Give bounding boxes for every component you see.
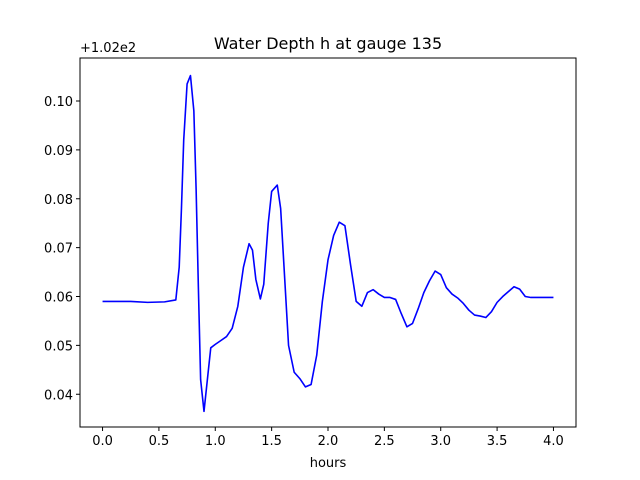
- chart-title: Water Depth h at gauge 135: [214, 34, 442, 53]
- x-axis-label: hours: [310, 456, 347, 471]
- y-tick-label: 0.07: [44, 242, 73, 257]
- y-tick-label: 0.05: [44, 339, 73, 354]
- series-line-0: [102, 74, 554, 413]
- y-tick-label: 0.09: [44, 144, 73, 159]
- y-tick-label: 0.08: [44, 193, 73, 208]
- y-tick-label: 0.10: [44, 95, 73, 110]
- y-offset-label: +1.02e2: [80, 41, 136, 56]
- x-tick-label: 4.0: [543, 434, 564, 449]
- x-tick-label: 3.5: [487, 434, 508, 449]
- y-tick-label: 0.04: [44, 388, 73, 403]
- x-tick-label: 2.0: [318, 434, 339, 449]
- x-tick-label: 1.0: [205, 434, 226, 449]
- x-tick-label: 3.0: [430, 434, 451, 449]
- x-tick-label: 0.0: [92, 434, 113, 449]
- x-tick-label: 2.5: [374, 434, 395, 449]
- plot-area: 0.0 0.5 1.0 1.5 2.0 2.5 3.0 3.5 4.0 0.04 0.05 0.06 0…: [44, 57, 577, 449]
- y-tick-label: 0.06: [44, 291, 73, 306]
- x-tick-label: 0.5: [149, 434, 170, 449]
- x-tick-label: 1.5: [261, 434, 282, 449]
